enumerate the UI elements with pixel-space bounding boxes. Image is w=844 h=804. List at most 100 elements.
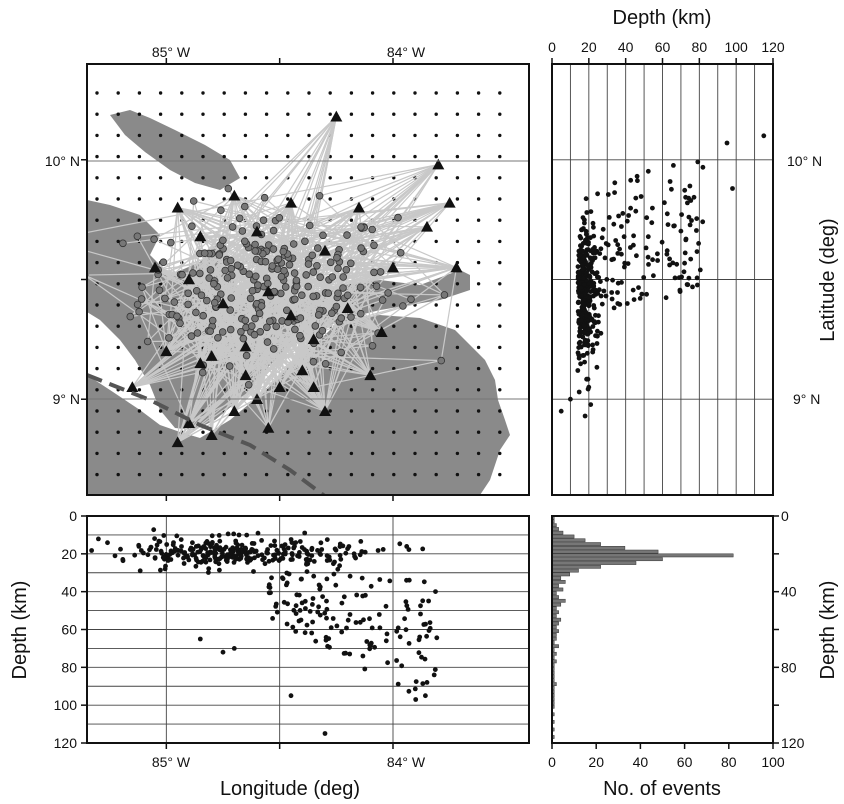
ld-point (362, 666, 368, 672)
grid-dot (264, 472, 269, 477)
dl-point (631, 233, 636, 239)
ld-point (422, 656, 428, 662)
ld-point (354, 592, 360, 598)
grid-dot (349, 91, 354, 95)
ld-point (293, 603, 299, 609)
ray-path (129, 116, 337, 318)
dl-point (603, 241, 609, 246)
epicenter (263, 323, 271, 332)
grid-dot (95, 154, 99, 159)
grid-dot (370, 197, 375, 201)
dl-point (591, 224, 596, 230)
ld-point (132, 552, 138, 558)
histogram-bar (552, 598, 566, 603)
epicenter (269, 245, 278, 253)
ld-point (223, 557, 229, 563)
dl-point (580, 301, 586, 306)
epicenter (218, 328, 227, 336)
station-triangle (194, 357, 207, 369)
grid-dot (137, 154, 142, 159)
epicenter (396, 249, 405, 257)
ray-path (153, 195, 235, 240)
dl-xtick-label: 20 (581, 39, 597, 55)
dl-point (581, 323, 587, 328)
epicenter (316, 273, 325, 282)
ld-point (324, 598, 329, 604)
ld-point (164, 542, 170, 547)
dl-point (683, 236, 689, 242)
dl-point (686, 214, 692, 220)
dl-point (616, 213, 621, 219)
ld-point (217, 567, 222, 573)
epicenter (246, 294, 255, 303)
ld-point (310, 619, 315, 625)
dl-point (685, 200, 690, 206)
grid-dot (413, 430, 417, 434)
epicenter (233, 261, 242, 270)
histogram-bar (552, 538, 586, 543)
grid-dot (434, 91, 438, 95)
histogram-bar (552, 576, 562, 580)
ld-point (420, 546, 426, 552)
ld-point (296, 554, 302, 559)
ld-point (293, 540, 299, 545)
grid-dot (137, 409, 142, 413)
ld-point (267, 585, 273, 590)
ld-point (291, 607, 297, 613)
ld-point (315, 548, 320, 553)
grid-dot (392, 472, 396, 477)
ray-path (208, 278, 213, 357)
dl-point (617, 302, 623, 307)
histogram-bar (552, 546, 626, 550)
histogram-bar (552, 735, 555, 739)
grid-dot (201, 176, 205, 180)
grid-dot (116, 282, 120, 286)
epicenter (314, 311, 323, 319)
epicenter (368, 225, 377, 234)
dl-point (577, 281, 582, 287)
ld-point (315, 609, 321, 615)
ld-point (209, 533, 215, 539)
ray-path (137, 202, 450, 237)
dl-point (577, 325, 583, 331)
ld-point (290, 557, 295, 562)
grid-dot (476, 176, 481, 180)
grid-dot (476, 282, 481, 286)
station-triangle (285, 309, 297, 321)
ld-point (181, 555, 186, 561)
epicenter (226, 256, 235, 265)
ld-point (346, 544, 352, 549)
ld-point (413, 679, 419, 684)
grid-dot (455, 282, 460, 286)
ld-point (375, 548, 381, 553)
ld-point (213, 550, 219, 556)
ray-path (177, 207, 412, 300)
station-triangle (341, 302, 354, 314)
grid-dot (455, 133, 460, 138)
histogram-bar (552, 542, 601, 546)
station-triangle (160, 345, 173, 357)
dl-point (588, 209, 594, 215)
grid-dot (498, 345, 502, 350)
dl-point (602, 255, 608, 261)
ld-ytick-label: 20 (61, 546, 77, 562)
ld-point (399, 663, 405, 669)
ray-path (177, 200, 195, 443)
dl-point (659, 239, 665, 245)
ld-ytick-label: 40 (61, 584, 77, 600)
grid-dot (222, 451, 226, 456)
epicenter (263, 279, 272, 288)
ld-point (217, 556, 223, 561)
grid-dot (243, 451, 248, 456)
epicenter (184, 289, 193, 298)
ld-point (282, 551, 288, 557)
dl-point (667, 179, 673, 184)
epicenter (254, 281, 262, 289)
dl-point (587, 274, 593, 280)
ld-point (332, 546, 338, 552)
ray-path (256, 283, 269, 400)
grid-dot (328, 472, 332, 477)
ld-points (89, 527, 440, 736)
ray-path (279, 342, 315, 388)
ld-point (190, 552, 195, 558)
